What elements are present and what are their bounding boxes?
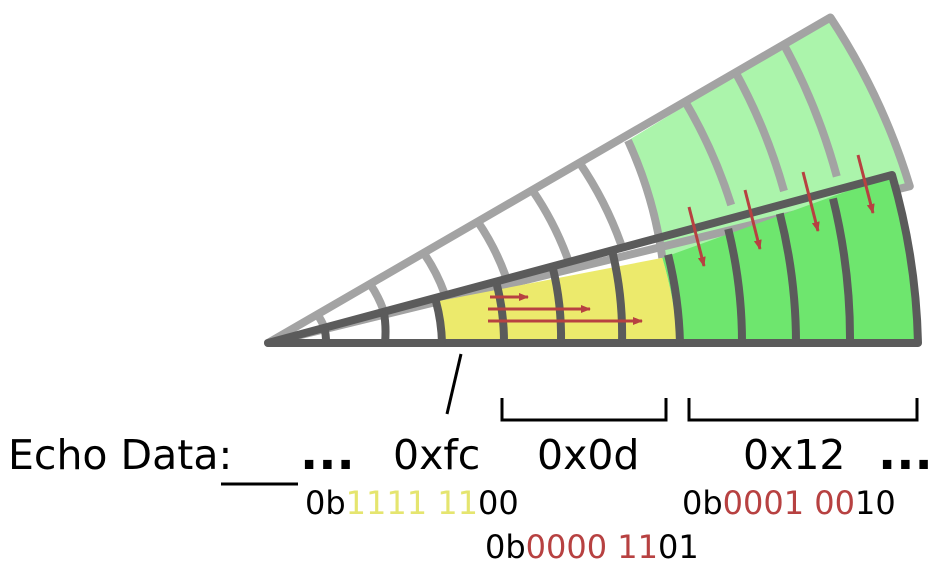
binary-rest-bits: 01 <box>658 528 699 566</box>
binary-highlight-bits: 1111 11 <box>346 484 478 522</box>
binary-highlight-bits: 0000 11 <box>526 528 658 566</box>
lower-sweep-dividers <box>320 197 855 344</box>
echo-data-label: Echo Data: <box>8 431 232 479</box>
binary-prefix: 0b <box>305 484 346 522</box>
upper-sweep-outline <box>264 13 914 347</box>
ellipsis-right: ... <box>878 425 933 481</box>
hex-label-0x0d: 0x0d <box>537 431 639 479</box>
binary-rest-bits: 10 <box>855 484 896 522</box>
binary-0x12: 0b0001 0010 <box>682 484 896 522</box>
down-shift-arrow <box>801 171 820 232</box>
shift-arrows <box>488 154 875 325</box>
binary-prefix: 0b <box>485 528 526 566</box>
ellipsis-left: ... <box>300 425 355 481</box>
down-shift-arrow <box>687 206 706 267</box>
binary-0xfc: 0b1111 1100 <box>305 484 519 522</box>
hex-label-0x12: 0x12 <box>743 431 846 479</box>
lower-sweep-outline <box>264 171 922 347</box>
binary-prefix: 0b <box>682 484 723 522</box>
binary-0x0d: 0b0000 1101 <box>485 528 699 566</box>
annotation-lines <box>221 353 919 486</box>
down-shift-arrow <box>743 189 762 250</box>
binary-highlight-bits: 0001 00 <box>723 484 855 522</box>
pointer-line-0xfc <box>445 353 463 415</box>
bracket-0x0d <box>500 398 668 422</box>
hex-label-0xfc: 0xfc <box>393 431 480 479</box>
bracket-0x12 <box>687 398 919 422</box>
down-shift-arrow <box>856 154 875 214</box>
binary-rest-bits: 00 <box>478 484 519 522</box>
